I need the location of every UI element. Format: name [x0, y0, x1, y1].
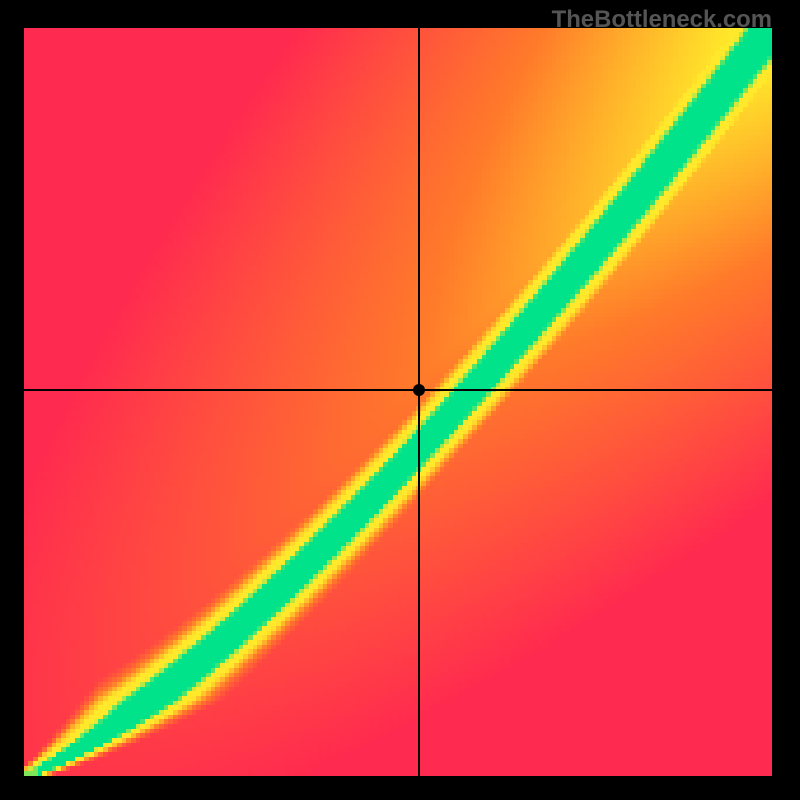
- crosshair-vertical: [418, 28, 420, 776]
- watermark-text: TheBottleneck.com: [552, 6, 772, 34]
- chart-container: TheBottleneck.com: [0, 0, 800, 800]
- crosshair-horizontal: [24, 389, 772, 391]
- heatmap-canvas: [24, 28, 772, 776]
- crosshair-marker: [413, 384, 425, 396]
